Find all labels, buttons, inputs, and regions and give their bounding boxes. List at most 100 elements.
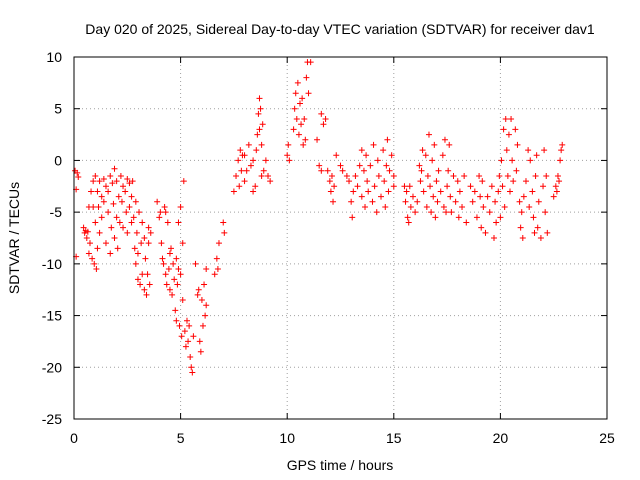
data-point [402,198,409,205]
data-point [139,219,146,226]
data-point [196,338,203,345]
data-point [203,266,210,273]
data-point [187,353,194,360]
data-point [134,276,141,283]
data-point [531,229,538,236]
data-point [133,229,140,236]
data-point [422,152,429,159]
data-point [527,157,534,164]
x-tick-label: 15 [386,430,402,446]
data-point [175,266,182,273]
data-point [245,141,252,148]
data-point [182,343,189,350]
data-point [513,167,520,174]
data-point [74,169,81,176]
data-point [320,121,327,128]
data-point [364,178,371,185]
data-point [440,203,447,210]
data-point [154,198,161,205]
data-point [324,167,331,174]
data-point [349,214,356,221]
data-point [500,126,507,133]
data-point [117,172,124,179]
data-point [93,266,100,273]
data-point [111,235,118,241]
data-point [115,193,122,200]
y-tick-label: -10 [42,256,62,272]
data-point [343,172,350,179]
data-point [382,203,389,210]
data-point [92,219,99,226]
data-point [192,260,199,267]
data-point [132,260,139,267]
y-tick-label: -20 [42,359,62,375]
data-point [265,172,272,179]
data-point [403,188,410,195]
data-point [444,183,451,190]
data-point [199,322,206,329]
data-point [179,297,186,304]
data-point [214,266,221,273]
data-point [202,312,209,319]
data-point [461,172,468,179]
data-point [123,209,130,216]
data-point [501,203,508,210]
data-point [544,229,551,236]
data-point [164,219,171,226]
data-point [258,141,265,148]
data-point [142,255,149,262]
data-point [170,260,177,267]
data-point [480,203,487,210]
data-point [96,178,103,185]
data-point [118,198,125,205]
data-point [495,188,502,195]
data-point [446,141,453,148]
data-point [195,286,202,293]
data-point [380,147,387,154]
data-point [360,167,367,174]
data-point [221,229,228,236]
data-point [124,229,131,236]
data-point [328,172,335,179]
data-point [498,157,505,164]
data-point [522,178,529,185]
x-tick-label: 0 [70,430,78,446]
data-point [365,188,372,195]
y-tick-label: -25 [42,411,62,427]
data-point [113,178,120,185]
data-point [254,131,261,138]
data-point [147,229,154,236]
data-point [189,369,196,376]
data-point [482,229,489,236]
data-point [177,271,184,278]
data-point [175,219,182,226]
data-point [111,165,118,172]
data-point [181,328,188,335]
data-point [95,203,102,210]
data-point [128,219,135,226]
data-point [252,183,259,190]
data-point [138,240,145,247]
data-point [230,188,237,195]
data-point [509,157,516,164]
data-point [493,219,500,226]
data-point [486,209,493,216]
data-point [241,178,248,185]
data-point [186,322,193,329]
data-point [165,266,172,273]
data-point [423,203,430,210]
data-point [430,193,437,200]
data-point [94,245,101,252]
data-point [354,183,361,190]
data-point [390,172,397,179]
data-point [177,203,184,210]
data-point [318,110,325,117]
data-point [406,183,413,190]
data-point [197,348,204,355]
data-point [381,178,388,185]
data-point [356,162,363,169]
data-point [158,240,165,247]
data-point [89,255,96,262]
data-point [284,152,291,159]
data-point [294,79,301,86]
